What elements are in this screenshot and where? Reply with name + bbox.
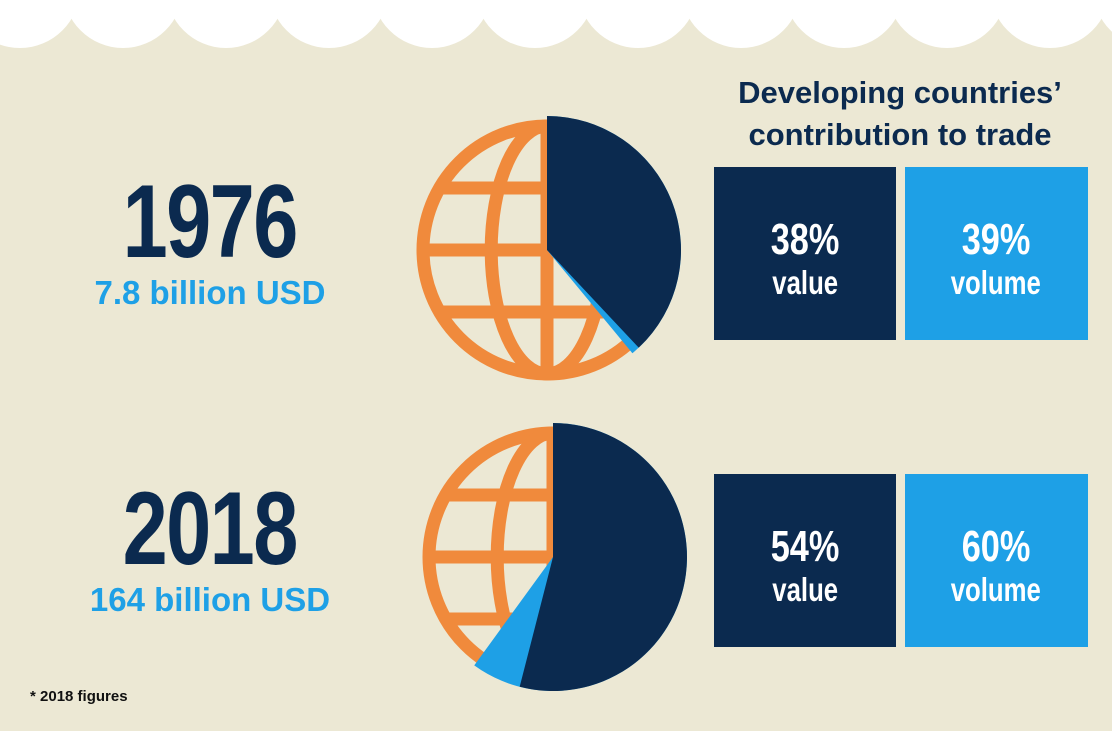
value-label: 38% — [714, 217, 896, 263]
volume-label: 39% — [905, 217, 1087, 263]
amount: 7.8 billion USD — [0, 275, 420, 311]
amount-text: 164 billion USD — [90, 581, 330, 618]
value-caption: value — [714, 572, 896, 608]
amount: 164 billion USD — [0, 582, 420, 618]
title: Developing countries’ contribution to tr… — [720, 72, 1080, 156]
value-caption-text: value — [772, 572, 838, 608]
infographic: Developing countries’ contribution to tr… — [0, 0, 1112, 731]
year: 1976 — [0, 170, 420, 274]
volume-caption-text: volume — [951, 265, 1041, 301]
footnote: * 2018 figures — [30, 688, 128, 705]
volume-label-text: 39% — [962, 217, 1031, 263]
volume-label-text: 60% — [962, 524, 1031, 570]
value-label: 54% — [714, 524, 896, 570]
value-caption: value — [714, 265, 896, 301]
year-text: 1976 — [123, 170, 297, 274]
year-text: 2018 — [123, 477, 297, 581]
value-label-text: 54% — [771, 524, 840, 570]
value-caption-text: value — [772, 265, 838, 301]
volume-caption: volume — [905, 265, 1087, 301]
volume-caption-text: volume — [951, 572, 1041, 608]
volume-label: 60% — [905, 524, 1087, 570]
volume-caption: volume — [905, 572, 1087, 608]
value-label-text: 38% — [771, 217, 840, 263]
amount-text: 7.8 billion USD — [94, 274, 325, 311]
year: 2018 — [0, 477, 420, 581]
